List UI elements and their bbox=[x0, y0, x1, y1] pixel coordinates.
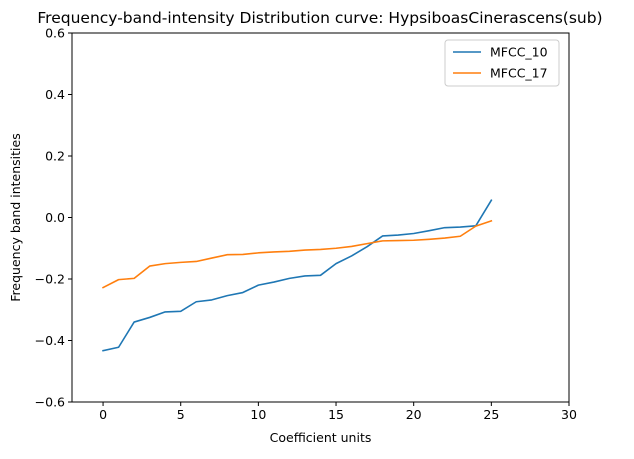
y-tick-label: −0.6 bbox=[35, 395, 65, 410]
series-line-mfcc-10 bbox=[102, 199, 493, 352]
y-tick-label: 0.2 bbox=[45, 149, 65, 164]
x-tick-label: 5 bbox=[177, 407, 185, 422]
y-axis-label: Frequency band intensities bbox=[8, 133, 23, 301]
plot-layer bbox=[101, 199, 493, 352]
ticks-layer: 0 5 10 15 20 25 30 −0.6 −0.4 −0.2 0.0 0.2 0.4 0.6 bbox=[35, 26, 577, 423]
x-axis-label: Coefficient units bbox=[270, 430, 372, 445]
x-tick-label: 25 bbox=[483, 407, 499, 422]
x-tick-label: 30 bbox=[561, 407, 577, 422]
series-line-mfcc-17 bbox=[101, 219, 493, 289]
legend: MFCC_10 MFCC_17 bbox=[444, 39, 560, 87]
y-tick-label: −0.4 bbox=[35, 333, 65, 348]
x-tick-label: 15 bbox=[328, 407, 344, 422]
y-tick-label: 0.0 bbox=[45, 210, 65, 225]
legend-label: MFCC_17 bbox=[490, 66, 548, 81]
legend-label: MFCC_10 bbox=[490, 45, 548, 60]
y-tick-label: 0.4 bbox=[45, 87, 65, 102]
y-tick-label: −0.2 bbox=[35, 272, 65, 287]
x-tick-label: 0 bbox=[99, 407, 107, 422]
x-tick-label: 20 bbox=[406, 407, 422, 422]
x-tick-label: 10 bbox=[250, 407, 266, 422]
chart-title: Frequency-band-intensity Distribution cu… bbox=[37, 9, 602, 27]
y-tick-label: 0.6 bbox=[45, 26, 65, 41]
